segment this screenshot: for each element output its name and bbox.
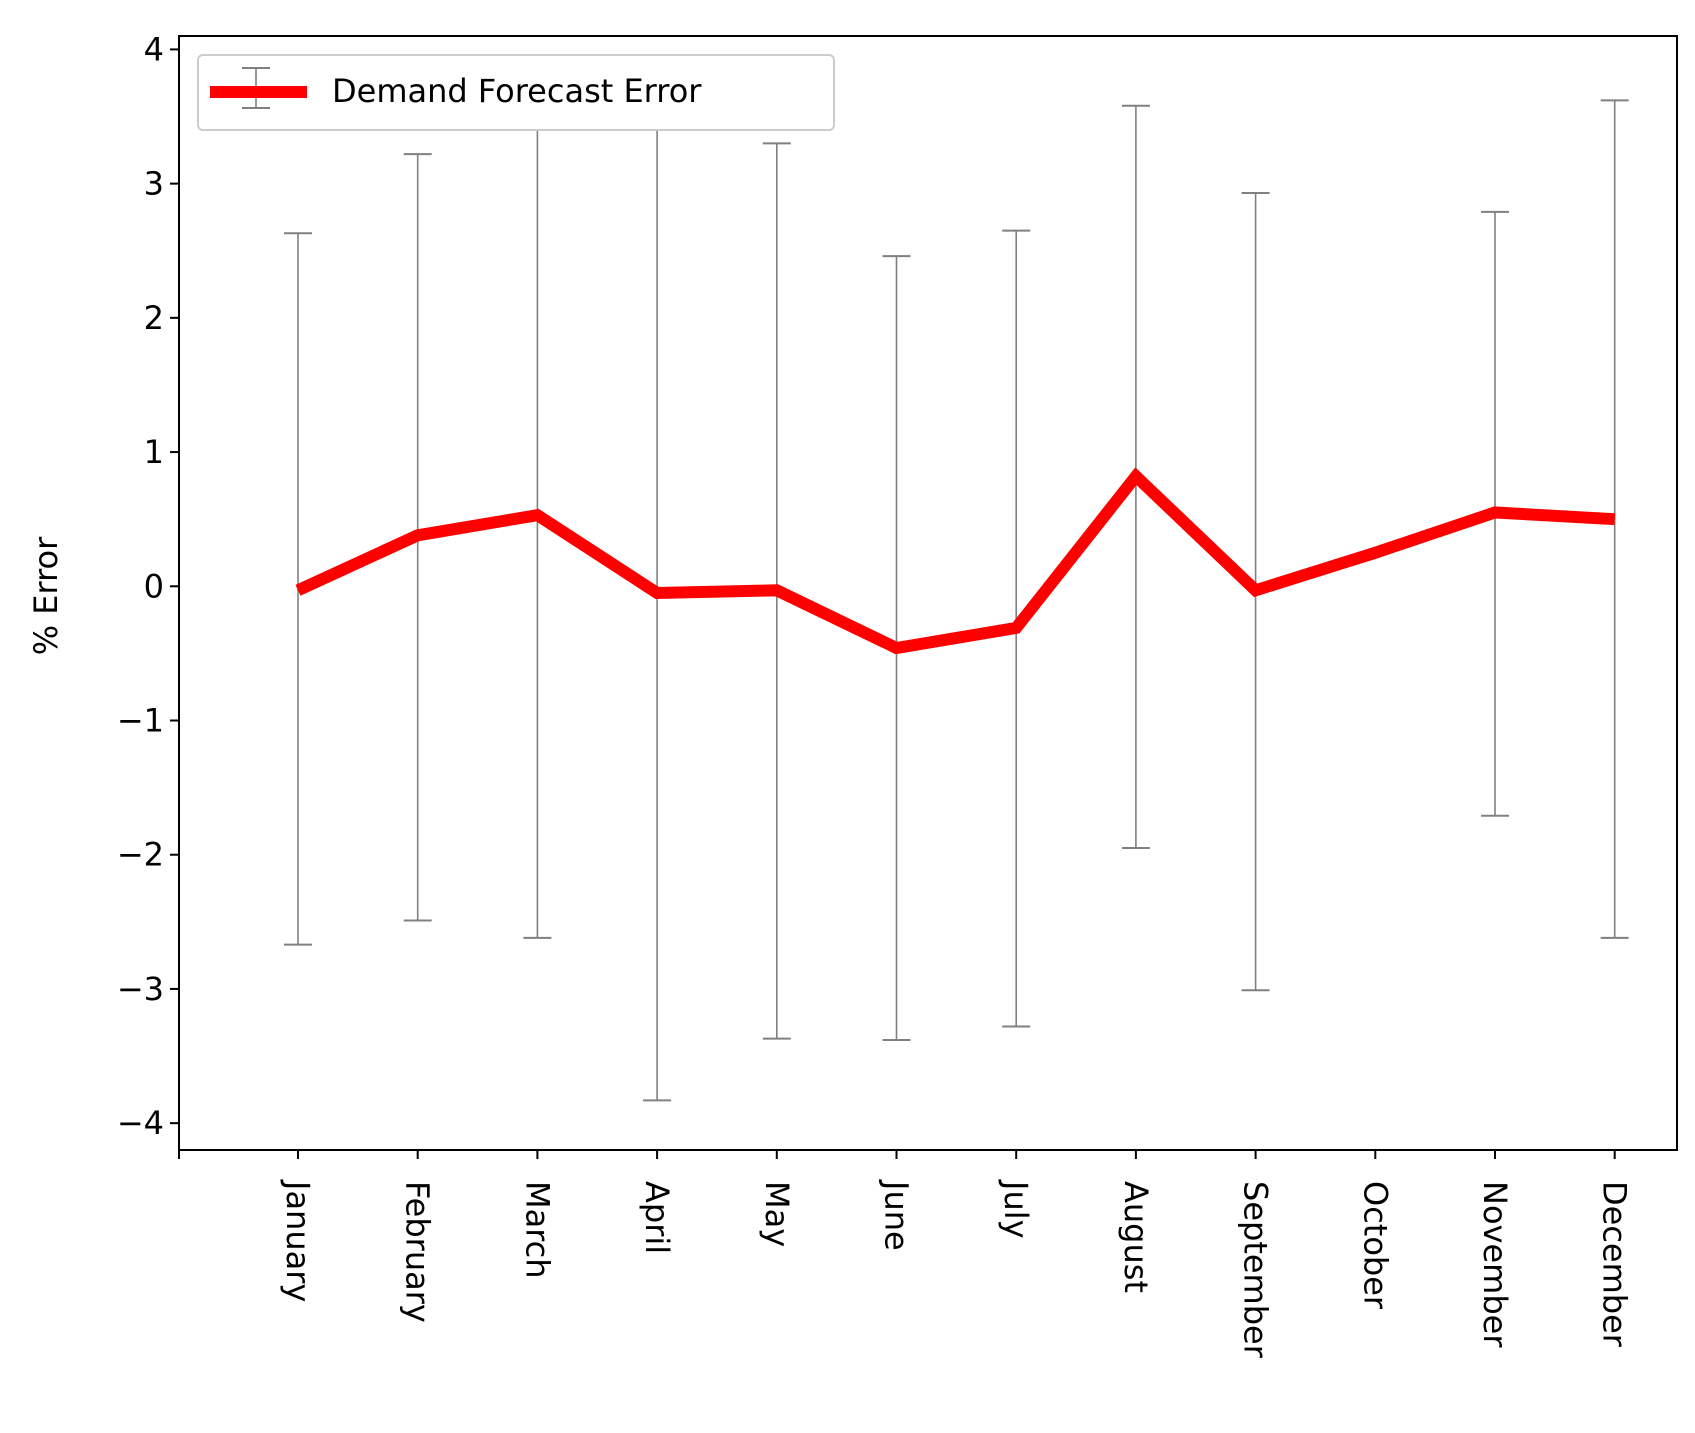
x-tick-label: February	[399, 1181, 437, 1323]
plot-frame	[178, 35, 1678, 1151]
legend-symbol	[210, 67, 307, 109]
y-tick-label: 4	[144, 30, 164, 68]
x-tick-label: July	[997, 1179, 1035, 1239]
y-tick-label: 3	[144, 165, 164, 203]
y-tick-label: −2	[117, 836, 164, 874]
x-tick-label: March	[518, 1181, 556, 1279]
x-tick-label: June	[878, 1179, 916, 1251]
x-axis: January February March April May June July Augu…	[178, 1150, 1634, 1359]
x-tick-label: November	[1476, 1181, 1514, 1348]
x-tick-label: May	[758, 1181, 796, 1247]
x-tick-label: December	[1596, 1181, 1634, 1348]
y-tick-label: 2	[144, 299, 164, 337]
x-tick-label: October	[1356, 1181, 1394, 1310]
x-tick-label: April	[638, 1181, 676, 1254]
series-lines	[295, 467, 1616, 655]
y-tick-label: −3	[117, 970, 164, 1008]
y-axis: −4 −3 −2 −1 0 1 2 3 4	[117, 30, 179, 1142]
x-tick-label: September	[1237, 1181, 1275, 1359]
legend-entry-label: Demand Forecast Error	[332, 72, 702, 110]
y-axis-label: % Error	[27, 536, 65, 655]
series-line-demand-forecast-error	[295, 467, 1616, 655]
x-tick-label: August	[1117, 1181, 1155, 1293]
y-tick-label: 0	[144, 567, 164, 605]
legend: Demand Forecast Error	[197, 54, 835, 131]
legend-box	[197, 54, 835, 131]
y-tick-label: 1	[144, 433, 164, 471]
y-tick-label: −4	[117, 1104, 164, 1142]
y-tick-label: −1	[117, 702, 164, 740]
x-tick-label: January	[279, 1179, 317, 1302]
